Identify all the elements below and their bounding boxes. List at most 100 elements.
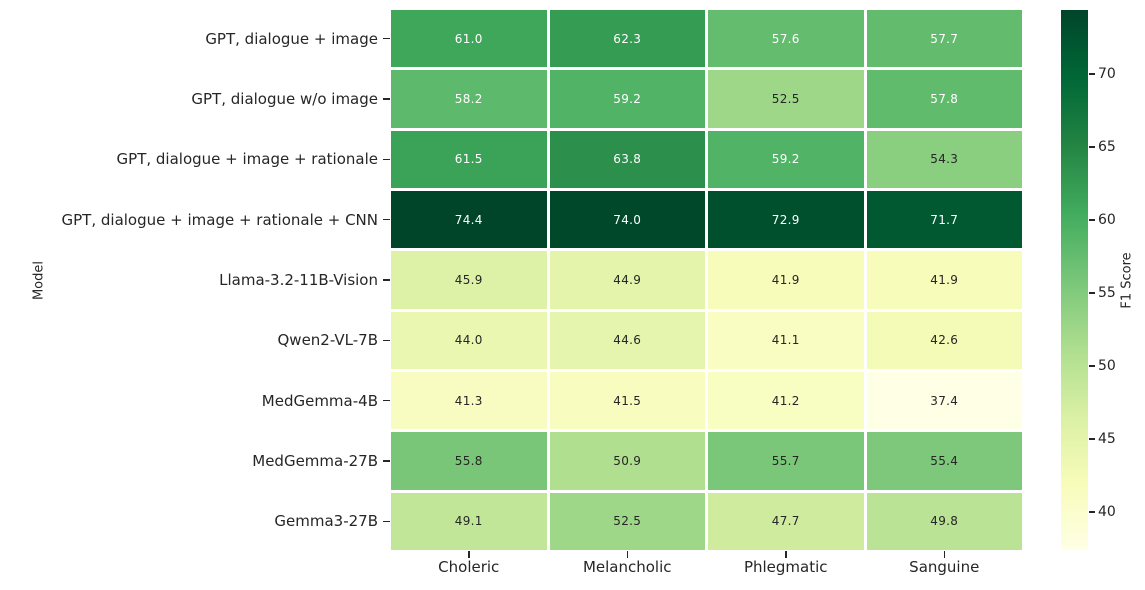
colorbar-tick-mark [1089,438,1095,440]
x-tick-mark [468,551,470,558]
cell-value: 72.9 [771,212,800,227]
heatmap-cell-r3c1: 74.0 [549,190,705,249]
x-tick-labels: Choleric Melancholic Phlegmatic Sanguine [391,558,1022,576]
heatmap-cell-r7c0: 55.8 [391,432,547,490]
cell-value: 52.5 [613,514,642,529]
y-tick-mark [383,98,390,100]
y-tick-mark [383,37,390,40]
cell-value: 41.5 [613,393,642,408]
y-tick-label-6: MedGemma-4B [261,391,378,410]
y-tick-label-8: Gemma3-27B [274,512,378,531]
cell-value: 42.6 [930,333,959,348]
heatmap-cell-r4c2: 41.9 [708,251,864,309]
heatmap-cell-r2c3: 54.3 [866,130,1022,188]
heatmap-cell-r2c2: 59.2 [708,130,864,188]
cell-value: 41.9 [771,272,800,287]
heatmap-cell-r5c2: 41.1 [708,311,864,369]
heatmap-cell-r5c0: 44.0 [391,311,547,369]
x-tick-label-0: Choleric [438,558,500,576]
heatmap-cell-r6c2: 41.2 [708,371,864,430]
heatmap-cell-r1c1: 59.2 [549,70,705,128]
cell-value: 49.1 [454,514,483,529]
colorbar-tick-label: 50 [1098,358,1116,375]
cell-value: 54.3 [930,152,959,167]
colorbar-tick-label: 60 [1098,212,1116,229]
heatmap-cell-r7c2: 55.7 [708,432,864,490]
heatmap-cell-r7c1: 50.9 [549,432,705,490]
colorbar-tick-mark [1089,146,1095,148]
cell-value: 59.2 [613,91,642,106]
heatmap-cell-r0c1: 62.3 [549,10,705,68]
heatmap-cell-r6c3: 37.4 [866,371,1022,430]
y-tick-mark [383,339,390,342]
cell-value: 49.8 [930,514,959,529]
y-tick-label-2: GPT, dialogue + image + rationale [116,150,378,169]
y-tick-mark [383,218,390,221]
cell-value: 63.8 [613,152,642,167]
colorbar-tick-mark [1089,365,1095,367]
cell-value: 55.8 [454,453,483,468]
cell-value: 50.9 [613,453,642,468]
y-tick-label-3: GPT, dialogue + image + rationale + CNN [61,210,378,229]
x-tick-mark [626,551,628,558]
y-tick-mark [383,460,390,462]
cell-value: 59.2 [771,152,800,167]
heatmap-cell-r2c1: 63.8 [549,130,705,188]
cell-value: 44.0 [454,333,483,348]
cell-value: 41.3 [454,393,483,408]
cell-value: 55.7 [771,453,800,468]
cell-value: 57.7 [930,31,959,46]
y-tick-mark [383,399,390,402]
y-tick-label-4: Llama-3.2-11B-Vision [219,270,378,289]
colorbar-tick-mark [1089,292,1095,294]
heatmap-cell-r1c3: 57.8 [866,70,1022,128]
heatmap-cell-r0c0: 61.0 [391,10,547,68]
y-tick-label-7: MedGemma-27B [252,451,378,470]
y-tick-label-5: Qwen2-VL-7B [277,331,379,350]
heatmap-cell-r4c1: 44.9 [549,251,705,309]
heatmap-cell-r3c2: 72.9 [708,190,864,249]
x-tick-label-2: Phlegmatic [743,558,828,576]
y-tick-mark [383,520,390,523]
cell-value: 45.9 [454,272,483,287]
cell-value: 52.5 [771,91,800,106]
x-tick-mark [943,551,945,558]
cell-value: 74.4 [454,212,483,227]
heatmap-cell-r1c0: 58.2 [391,70,547,128]
cell-value: 58.2 [454,91,483,106]
heatmap-cell-r5c3: 42.6 [866,311,1022,369]
colorbar-tick-label: 70 [1098,66,1116,83]
x-tick-label-1: Melancholic [582,558,672,576]
cell-value: 71.7 [930,212,959,227]
cell-value: 41.9 [930,272,959,287]
cell-value: 41.1 [771,333,800,348]
cell-value: 61.0 [454,31,483,46]
heatmap-cell-r6c1: 41.5 [549,371,705,430]
y-tick-label-1: GPT, dialogue w/o image [191,89,378,108]
cell-value: 57.6 [771,31,800,46]
heatmap-cell-r0c2: 57.6 [708,10,864,68]
colorbar-tick-label: 45 [1098,431,1116,448]
cell-value: 44.9 [613,272,642,287]
heatmap-cell-r1c2: 52.5 [708,70,864,128]
colorbar-axis-label: F1 Score [1119,252,1135,309]
colorbar-tick-label: 55 [1098,285,1116,302]
y-tick-labels: GPT, dialogue + image GPT, dialogue w/o i… [0,10,378,550]
y-tick-mark [383,279,390,281]
cell-value: 57.8 [930,91,959,106]
heatmap-cell-r6c0: 41.3 [391,371,547,430]
heatmap-cell-r0c3: 57.7 [866,10,1022,68]
heatmap-cell-r8c1: 52.5 [549,492,705,550]
y-tick-mark [383,158,390,161]
cell-value: 47.7 [771,514,800,529]
cell-value: 44.6 [613,333,642,348]
cell-value: 74.0 [613,212,642,227]
cell-value: 55.4 [930,453,959,468]
colorbar-tick-label: 40 [1098,504,1116,521]
x-tick-label-3: Sanguine [909,558,980,576]
heatmap-cell-r8c3: 49.8 [866,492,1022,550]
cell-value: 61.5 [454,152,483,167]
cell-value: 62.3 [613,31,642,46]
heatmap-cell-r3c3: 71.7 [866,190,1022,249]
